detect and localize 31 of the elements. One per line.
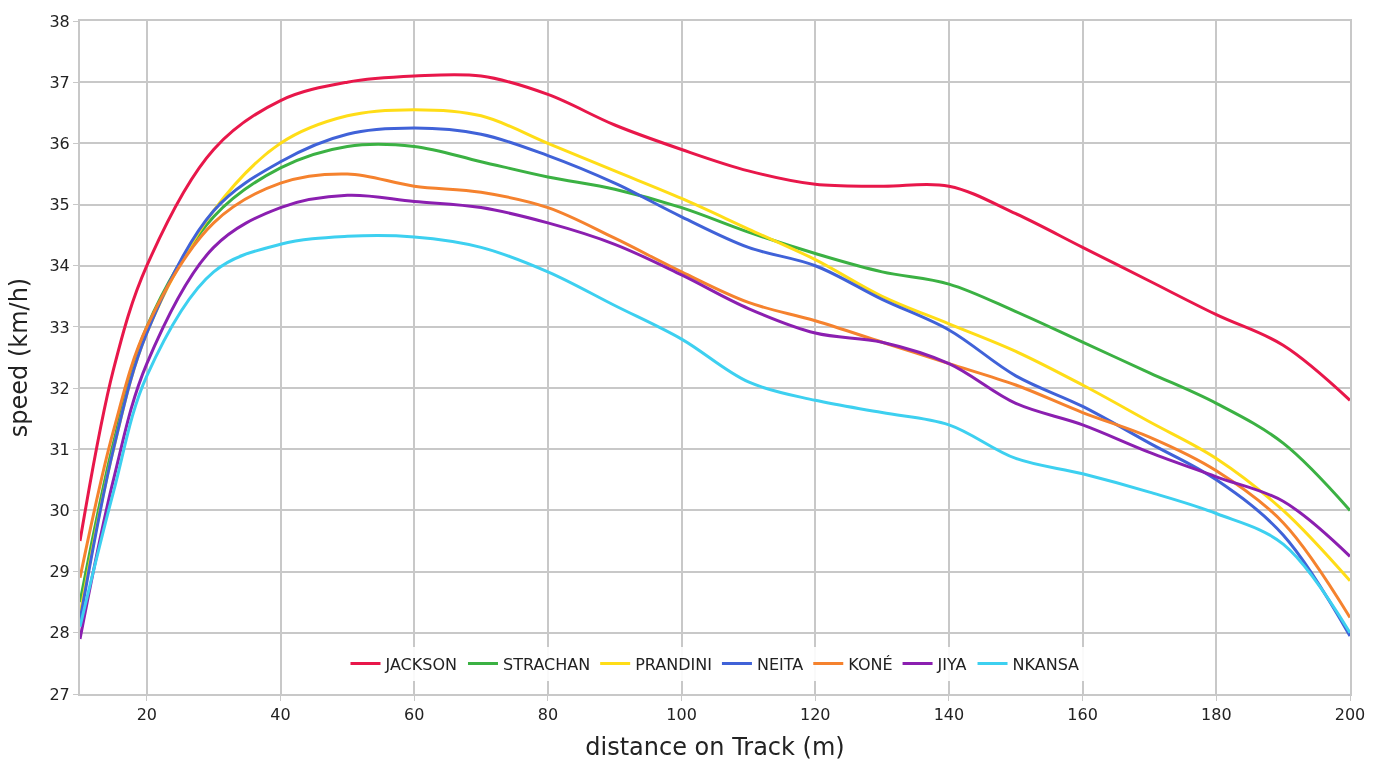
legend-label: JACKSON (384, 654, 457, 674)
legend-label: JIYA (936, 654, 967, 674)
y-tick-label: 34 (49, 256, 70, 276)
y-axis-title: speed (km/h) (5, 277, 34, 438)
x-tick-label: 20 (136, 705, 158, 725)
y-tick-label: 28 (49, 623, 70, 643)
y-tick-label: 35 (49, 195, 70, 215)
x-tick-label: 80 (537, 705, 559, 725)
legend-label: PRANDINI (635, 654, 712, 674)
y-tick-label: 33 (49, 317, 70, 337)
x-tick-label: 60 (404, 705, 425, 725)
legend-label: NEITA (756, 654, 804, 674)
x-tick-label: 120 (799, 705, 831, 725)
x-tick-label: 100 (666, 705, 697, 725)
y-tick-label: 32 (49, 378, 70, 398)
legend-label: STRACHAN (502, 654, 591, 674)
y-tick-label: 31 (49, 439, 70, 459)
y-tick-label: 27 (49, 684, 70, 704)
x-tick-label: 40 (270, 705, 291, 725)
y-tick-label: 29 (49, 562, 70, 582)
x-axis-title: distance on Track (m) (585, 733, 845, 761)
y-tick-label: 37 (49, 72, 70, 92)
legend-label: NKANSA (1012, 654, 1080, 674)
x-tick-label: 200 (1334, 705, 1366, 725)
y-tick-label: 36 (49, 133, 70, 153)
x-tick-label: 160 (1067, 705, 1098, 725)
y-tick-label: 38 (49, 11, 70, 31)
x-tick-label: 140 (933, 705, 965, 725)
legend-label: KONÉ (848, 654, 893, 674)
x-tick-label: 180 (1201, 705, 1232, 725)
y-tick-label: 30 (49, 501, 70, 521)
